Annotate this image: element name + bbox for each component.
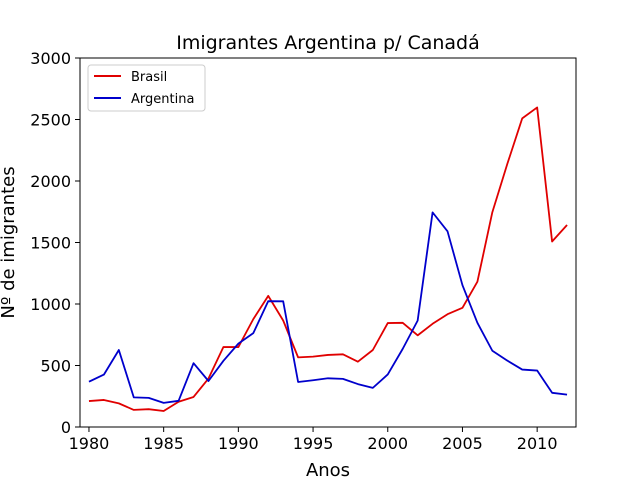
series-line-argentina: [88, 211, 568, 404]
y-tick-label: 3000: [30, 49, 71, 68]
x-tick-label: 2000: [367, 434, 408, 453]
x-tick-label: 2010: [517, 434, 558, 453]
y-axis-label: Nº de imigrantes: [0, 166, 19, 318]
x-tick-label: 1995: [293, 434, 334, 453]
chart-title: Imigrantes Argentina p/ Canadá: [176, 32, 480, 54]
plot-area: 1980 1985 1990 1995 2000 2005 2010 0 500 1000 1500…: [30, 49, 568, 453]
x-tick-label: 1990: [218, 434, 259, 453]
x-tick-label: 2005: [442, 434, 483, 453]
legend-label-argentina: Argentina: [131, 92, 194, 107]
y-tick-label: 1000: [30, 295, 71, 314]
series-line-brasil: [88, 106, 568, 412]
y-tick-label: 1500: [30, 234, 71, 253]
plot-frame: [79, 57, 577, 428]
y-tick-label: 2500: [30, 111, 71, 130]
x-tick-label: 1985: [143, 434, 184, 453]
x-axis-label: Anos: [306, 460, 350, 480]
x-tick-label: 1980: [69, 434, 110, 453]
y-tick-label: 0: [61, 418, 71, 437]
y-tick-label: 2000: [30, 172, 71, 191]
y-tick-label: 500: [40, 357, 71, 376]
legend: Brasil Argentina: [87, 64, 206, 112]
legend-label-brasil: Brasil: [131, 70, 167, 85]
